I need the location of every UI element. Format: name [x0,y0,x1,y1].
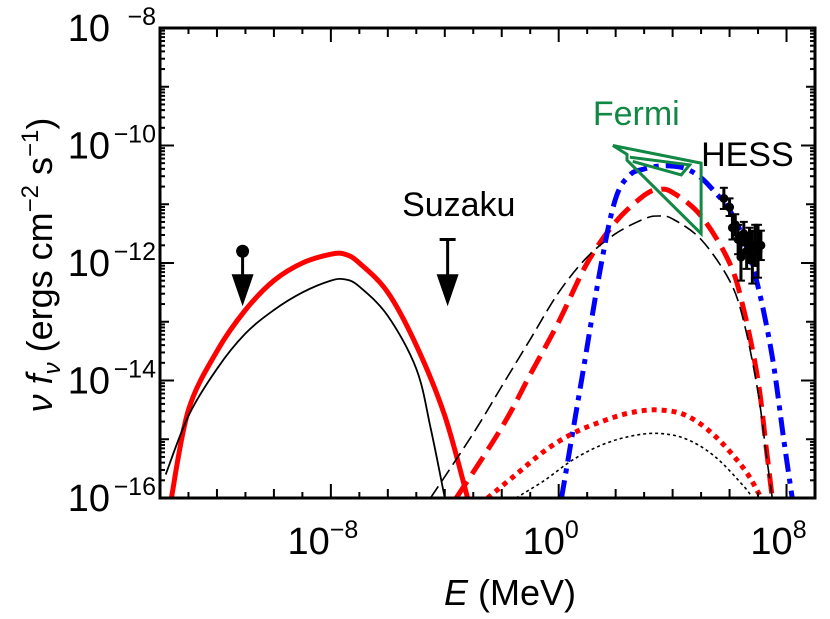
tick-marks [159,27,816,499]
hess-point-1 [719,186,729,210]
y-tick-label-2: 10 −10 [68,121,156,168]
series-line-5 [559,163,795,498]
x-tick-label-3: 108 [750,516,806,563]
x-tick-label-1: 10−8 [287,516,358,563]
hess-point-13 [756,229,766,262]
series-line-7 [515,432,753,498]
annotation-fermi: Fermi [593,95,680,133]
annotation-suzaku: Suzaku [402,186,515,224]
plot-frame [158,26,817,500]
y-tick-label-4: 10 −14 [68,356,156,403]
series-line-3 [454,186,775,498]
model-curves [164,163,795,498]
y-axis-label: ν fν (ergs cm−2 s−1) [17,118,66,413]
x-tick-label-2: 100 [523,516,579,563]
series-line-4 [429,215,774,498]
fermi-bowtie [612,144,703,238]
fermi-bowtie-inner [629,155,693,177]
x-axis-label: E (MeV) [444,572,576,613]
hess-point-6 [736,232,746,282]
series-line-2 [164,277,446,498]
tick-labels: 10−8 100 108 10−8 10−10 10−12 10−14 10−16 [68,3,807,563]
y-tick-label-1: 10 −8 [68,3,156,50]
observational-data [231,144,766,307]
series-line-6 [485,407,764,498]
upper-limit-arrow-2 [436,238,459,307]
plot-area [158,26,817,500]
y-tick-label-3: 10 −12 [68,238,156,285]
y-tick-label-5: 10 −16 [68,473,156,520]
series-line-1 [168,250,471,498]
upper-limit-arrow-1 [231,244,254,307]
annotations: Fermi HESS Suzaku [402,95,794,224]
annotation-hess: HESS [701,136,794,174]
